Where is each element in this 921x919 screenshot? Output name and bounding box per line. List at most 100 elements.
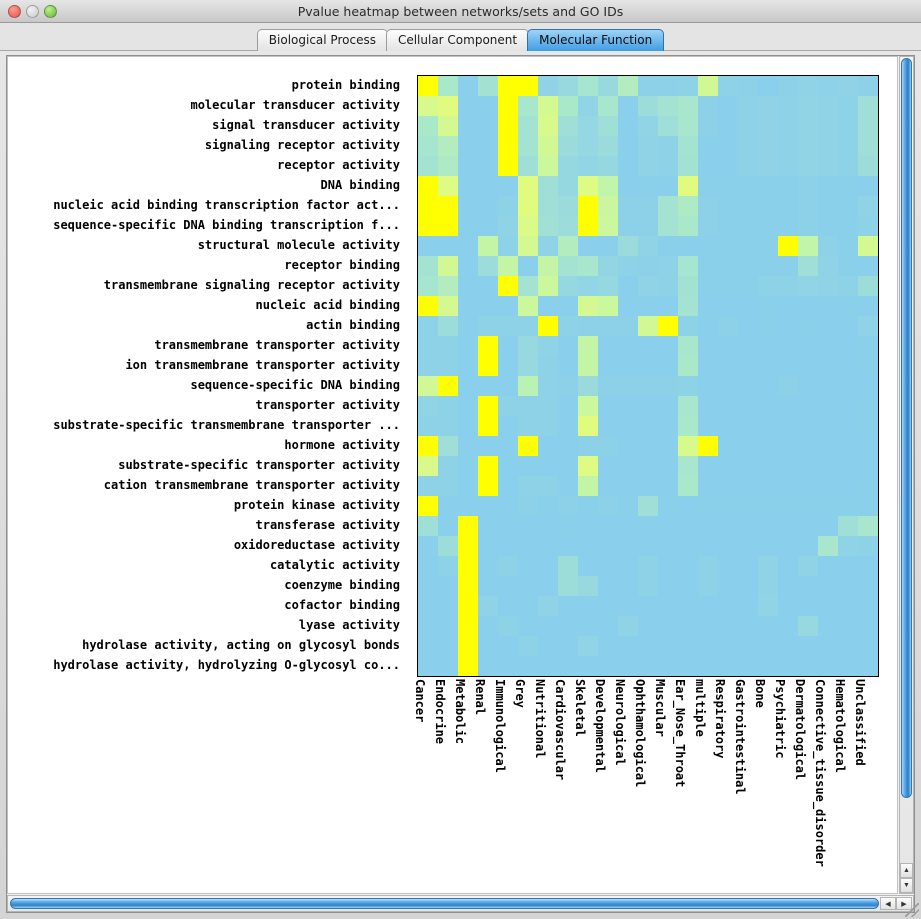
heatmap-cell[interactable] <box>578 116 598 136</box>
heatmap-cell[interactable] <box>838 436 858 456</box>
heatmap-cell[interactable] <box>718 196 738 216</box>
heatmap-cell[interactable] <box>858 256 878 276</box>
heatmap-cell[interactable] <box>578 576 598 596</box>
heatmap-cell[interactable] <box>458 536 478 556</box>
heatmap-cell[interactable] <box>538 656 558 676</box>
heatmap-cell[interactable] <box>698 216 718 236</box>
heatmap-cell[interactable] <box>498 396 518 416</box>
heatmap-cell[interactable] <box>638 496 658 516</box>
heatmap-cell[interactable] <box>458 96 478 116</box>
heatmap-cell[interactable] <box>458 356 478 376</box>
heatmap-cell[interactable] <box>478 176 498 196</box>
heatmap-cell[interactable] <box>738 376 758 396</box>
heatmap-cell[interactable] <box>678 356 698 376</box>
heatmap-cell[interactable] <box>618 636 638 656</box>
heatmap-cell[interactable] <box>678 496 698 516</box>
heatmap-cell[interactable] <box>498 276 518 296</box>
heatmap-cell[interactable] <box>478 316 498 336</box>
heatmap-cell[interactable] <box>678 276 698 296</box>
heatmap-cell[interactable] <box>778 516 798 536</box>
heatmap-cell[interactable] <box>858 196 878 216</box>
heatmap-cell[interactable] <box>858 496 878 516</box>
heatmap-cell[interactable] <box>558 296 578 316</box>
heatmap-cell[interactable] <box>598 416 618 436</box>
heatmap-cell[interactable] <box>458 276 478 296</box>
heatmap-cell[interactable] <box>658 496 678 516</box>
heatmap-cell[interactable] <box>438 656 458 676</box>
heatmap-cell[interactable] <box>538 496 558 516</box>
heatmap-cell[interactable] <box>478 636 498 656</box>
heatmap-cell[interactable] <box>518 196 538 216</box>
heatmap-cell[interactable] <box>658 156 678 176</box>
heatmap-cell[interactable] <box>478 456 498 476</box>
heatmap-cell[interactable] <box>558 116 578 136</box>
heatmap-cell[interactable] <box>518 516 538 536</box>
heatmap-cell[interactable] <box>438 416 458 436</box>
heatmap-cell[interactable] <box>518 176 538 196</box>
heatmap-cell[interactable] <box>658 356 678 376</box>
heatmap-cell[interactable] <box>798 236 818 256</box>
heatmap-cell[interactable] <box>618 156 638 176</box>
heatmap-cell[interactable] <box>458 516 478 536</box>
heatmap-cell[interactable] <box>778 656 798 676</box>
heatmap-cell[interactable] <box>418 636 438 656</box>
heatmap-cell[interactable] <box>778 196 798 216</box>
heatmap-cell[interactable] <box>538 336 558 356</box>
heatmap-cell[interactable] <box>678 576 698 596</box>
heatmap-cell[interactable] <box>478 436 498 456</box>
heatmap-cell[interactable] <box>738 296 758 316</box>
heatmap-cell[interactable] <box>818 76 838 96</box>
heatmap-cell[interactable] <box>698 596 718 616</box>
heatmap-cell[interactable] <box>478 376 498 396</box>
heatmap-cell[interactable] <box>458 376 478 396</box>
heatmap-cell[interactable] <box>538 136 558 156</box>
heatmap-cell[interactable] <box>558 656 578 676</box>
heatmap-cell[interactable] <box>818 596 838 616</box>
heatmap-cell[interactable] <box>618 76 638 96</box>
heatmap-cell[interactable] <box>858 636 878 656</box>
heatmap-cell[interactable] <box>538 76 558 96</box>
heatmap-cell[interactable] <box>818 316 838 336</box>
heatmap-cell[interactable] <box>658 456 678 476</box>
heatmap-cell[interactable] <box>778 256 798 276</box>
heatmap-cell[interactable] <box>598 556 618 576</box>
heatmap-cell[interactable] <box>638 636 658 656</box>
heatmap-cell[interactable] <box>578 376 598 396</box>
heatmap-cell[interactable] <box>438 196 458 216</box>
heatmap-cell[interactable] <box>718 496 738 516</box>
heatmap-cell[interactable] <box>858 396 878 416</box>
heatmap-cell[interactable] <box>438 476 458 496</box>
heatmap-cell[interactable] <box>738 596 758 616</box>
heatmap-cell[interactable] <box>618 276 638 296</box>
heatmap-cell[interactable] <box>738 236 758 256</box>
heatmap-cell[interactable] <box>858 136 878 156</box>
heatmap-cell[interactable] <box>538 176 558 196</box>
heatmap-cell[interactable] <box>698 516 718 536</box>
heatmap-cell[interactable] <box>758 496 778 516</box>
heatmap-cell[interactable] <box>778 616 798 636</box>
heatmap-cell[interactable] <box>558 236 578 256</box>
heatmap-cell[interactable] <box>538 356 558 376</box>
heatmap-cell[interactable] <box>658 616 678 636</box>
heatmap-cell[interactable] <box>478 656 498 676</box>
heatmap-cell[interactable] <box>458 176 478 196</box>
heatmap-cell[interactable] <box>538 556 558 576</box>
heatmap-cell[interactable] <box>558 616 578 636</box>
heatmap-cell[interactable] <box>758 656 778 676</box>
heatmap-cell[interactable] <box>678 536 698 556</box>
heatmap-cell[interactable] <box>738 396 758 416</box>
heatmap-cell[interactable] <box>798 196 818 216</box>
heatmap-cell[interactable] <box>818 336 838 356</box>
heatmap-cell[interactable] <box>678 96 698 116</box>
heatmap-cell[interactable] <box>598 176 618 196</box>
heatmap-cell[interactable] <box>838 76 858 96</box>
heatmap-cell[interactable] <box>678 336 698 356</box>
heatmap-cell[interactable] <box>478 556 498 576</box>
heatmap-cell[interactable] <box>558 516 578 536</box>
resize-grip-icon[interactable] <box>905 903 919 917</box>
heatmap-cell[interactable] <box>478 116 498 136</box>
heatmap-cell[interactable] <box>758 196 778 216</box>
heatmap-cell[interactable] <box>678 176 698 196</box>
heatmap-cell[interactable] <box>798 476 818 496</box>
heatmap-cell[interactable] <box>458 216 478 236</box>
